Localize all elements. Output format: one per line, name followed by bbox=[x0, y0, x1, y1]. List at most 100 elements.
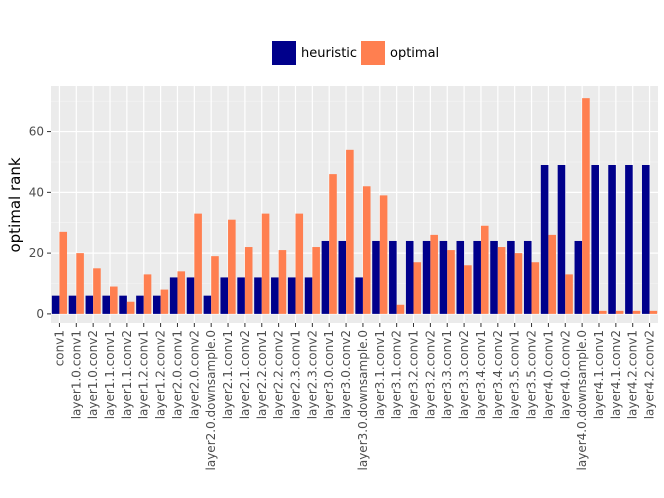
y-axis: 0 20 40 60 bbox=[29, 125, 51, 321]
bar-heuristic-layer3.4.conv2 bbox=[490, 240, 498, 314]
bar-optimal-layer1.2.conv2 bbox=[160, 289, 169, 314]
y-axis-title: optimal rank bbox=[6, 157, 24, 252]
x-tick-label: layer3.1.conv1 bbox=[373, 330, 387, 419]
bar-heuristic-layer2.1.conv2 bbox=[237, 277, 245, 314]
bar-optimal-layer2.1.conv1 bbox=[228, 219, 236, 314]
bar-optimal-layer2.2.conv1 bbox=[261, 213, 270, 314]
x-tick-label: layer3.1.conv2 bbox=[390, 330, 404, 419]
bar-heuristic-layer2.0.conv1 bbox=[169, 277, 178, 314]
x-tick-label: layer2.1.conv2 bbox=[238, 330, 252, 419]
bar-heuristic-layer3.3.conv1 bbox=[439, 240, 448, 314]
x-tick-label: layer3.3.conv1 bbox=[440, 330, 454, 419]
bar-heuristic-layer3.5.conv1 bbox=[507, 240, 515, 314]
x-tick-label: layer2.2.conv2 bbox=[272, 330, 286, 419]
bar-heuristic-layer2.1.conv1 bbox=[220, 277, 229, 314]
bar-optimal-layer3.2.conv2 bbox=[430, 234, 438, 314]
x-tick-label: layer4.1.conv1 bbox=[592, 330, 606, 419]
x-tick-label: layer2.0.downsample.0 bbox=[204, 330, 218, 470]
bar-heuristic-layer2.3.conv2 bbox=[304, 277, 313, 314]
bar-heuristic-layer1.2.conv1 bbox=[136, 295, 144, 314]
bar-heuristic-layer4.0.conv1 bbox=[540, 165, 549, 314]
bar-optimal-layer2.2.conv2 bbox=[278, 250, 287, 314]
legend: heuristic optimal bbox=[272, 41, 439, 65]
x-tick-label: layer3.0.conv2 bbox=[339, 330, 353, 419]
bar-heuristic-layer4.1.conv2 bbox=[608, 165, 616, 314]
x-tick-label: layer1.2.conv1 bbox=[137, 330, 151, 419]
bar-heuristic-layer4.0.conv2 bbox=[557, 165, 566, 314]
bar-heuristic-conv1 bbox=[51, 295, 60, 314]
x-tick-label: layer1.1.conv1 bbox=[103, 330, 117, 419]
bar-heuristic-layer3.2.conv1 bbox=[405, 240, 414, 314]
bar-heuristic-layer2.0.downsample.0 bbox=[203, 295, 212, 314]
bar-heuristic-layer2.3.conv1 bbox=[287, 277, 296, 314]
y-tick-label: 20 bbox=[29, 246, 44, 260]
x-tick-label: layer2.1.conv1 bbox=[221, 330, 235, 419]
bar-heuristic-layer3.2.conv2 bbox=[422, 240, 431, 314]
x-tick-label: conv1 bbox=[52, 330, 66, 366]
bar-optimal-layer1.1.conv2 bbox=[126, 301, 135, 314]
legend-label-heuristic: heuristic bbox=[301, 46, 357, 61]
bar-optimal-layer4.2.conv1 bbox=[632, 310, 641, 314]
x-tick-label: layer4.2.conv1 bbox=[626, 330, 640, 419]
bar-heuristic-layer4.0.downsample.0 bbox=[574, 240, 583, 314]
bar-optimal-layer3.5.conv2 bbox=[531, 262, 540, 314]
bar-optimal-layer1.0.conv2 bbox=[93, 268, 101, 314]
x-tick-label: layer1.0.conv1 bbox=[69, 330, 83, 419]
bar-optimal-layer4.0.conv2 bbox=[565, 274, 573, 314]
bar-optimal-layer3.3.conv1 bbox=[447, 250, 455, 314]
x-tick-label: layer2.3.conv2 bbox=[305, 330, 319, 419]
x-tick-label: layer3.4.conv1 bbox=[474, 330, 488, 419]
bar-heuristic-layer3.0.downsample.0 bbox=[355, 277, 363, 314]
bar-heuristic-layer1.0.conv1 bbox=[68, 295, 77, 314]
x-tick-label: layer2.3.conv1 bbox=[288, 330, 302, 419]
bar-optimal-layer4.2.conv2 bbox=[649, 310, 658, 314]
legend-swatch-heuristic bbox=[272, 41, 296, 65]
bar-heuristic-layer4.2.conv2 bbox=[641, 165, 650, 314]
bar-heuristic-layer1.2.conv2 bbox=[153, 295, 161, 314]
bar-heuristic-layer1.1.conv1 bbox=[102, 295, 111, 314]
legend-swatch-optimal bbox=[361, 41, 385, 65]
bar-optimal-layer2.0.downsample.0 bbox=[211, 256, 219, 314]
x-tick-label: layer1.1.conv2 bbox=[120, 330, 134, 419]
bar-heuristic-layer2.2.conv2 bbox=[271, 277, 279, 314]
bar-optimal-layer2.1.conv2 bbox=[244, 247, 253, 314]
x-tick-label: layer3.0.downsample.0 bbox=[356, 330, 370, 470]
bar-optimal-layer3.1.conv2 bbox=[396, 304, 405, 314]
bar-heuristic-layer4.2.conv1 bbox=[625, 165, 633, 314]
x-tick-label: layer2.0.conv1 bbox=[170, 330, 184, 419]
bar-heuristic-layer3.1.conv1 bbox=[372, 240, 380, 314]
bar-optimal-layer3.0.conv2 bbox=[346, 149, 354, 314]
x-tick-label: layer1.0.conv2 bbox=[86, 330, 100, 419]
bar-optimal-layer3.1.conv1 bbox=[379, 195, 388, 314]
bar-heuristic-layer3.5.conv2 bbox=[523, 240, 532, 314]
x-tick-label: layer3.5.conv2 bbox=[525, 330, 539, 419]
bars bbox=[51, 98, 658, 314]
x-tick-label: layer3.3.conv2 bbox=[457, 330, 471, 419]
bar-optimal-layer3.2.conv1 bbox=[413, 262, 422, 314]
bar-optimal-layer3.3.conv2 bbox=[464, 265, 472, 314]
bar-optimal-layer2.0.conv2 bbox=[194, 213, 202, 314]
bar-optimal-layer3.0.conv1 bbox=[329, 174, 337, 314]
bar-optimal-layer4.1.conv1 bbox=[598, 310, 607, 314]
x-tick-label: layer4.0.downsample.0 bbox=[575, 330, 589, 470]
bar-optimal-layer3.0.downsample.0 bbox=[362, 186, 371, 314]
x-tick-label: layer2.2.conv1 bbox=[255, 330, 269, 419]
bar-optimal-conv1 bbox=[59, 231, 68, 314]
x-tick-label: layer2.0.conv2 bbox=[187, 330, 201, 419]
x-tick-label: layer4.2.conv2 bbox=[643, 330, 657, 419]
bar-optimal-layer2.3.conv2 bbox=[312, 247, 320, 314]
x-tick-label: layer3.0.conv1 bbox=[322, 330, 336, 419]
bar-optimal-layer3.4.conv1 bbox=[480, 225, 489, 314]
bar-heuristic-layer3.4.conv1 bbox=[473, 240, 481, 314]
x-tick-label: layer3.2.conv1 bbox=[407, 330, 421, 419]
bar-optimal-layer3.4.conv2 bbox=[497, 247, 506, 314]
bar-optimal-layer3.5.conv1 bbox=[514, 253, 523, 314]
bar-heuristic-layer1.1.conv2 bbox=[119, 295, 127, 314]
bar-optimal-layer2.0.conv1 bbox=[177, 271, 186, 314]
x-tick-label: layer3.4.conv2 bbox=[491, 330, 505, 419]
y-tick-label: 0 bbox=[36, 307, 44, 321]
bar-heuristic-layer3.0.conv2 bbox=[338, 240, 347, 314]
bar-optimal-layer4.0.conv1 bbox=[548, 234, 556, 314]
bar-optimal-layer1.2.conv1 bbox=[143, 274, 152, 314]
